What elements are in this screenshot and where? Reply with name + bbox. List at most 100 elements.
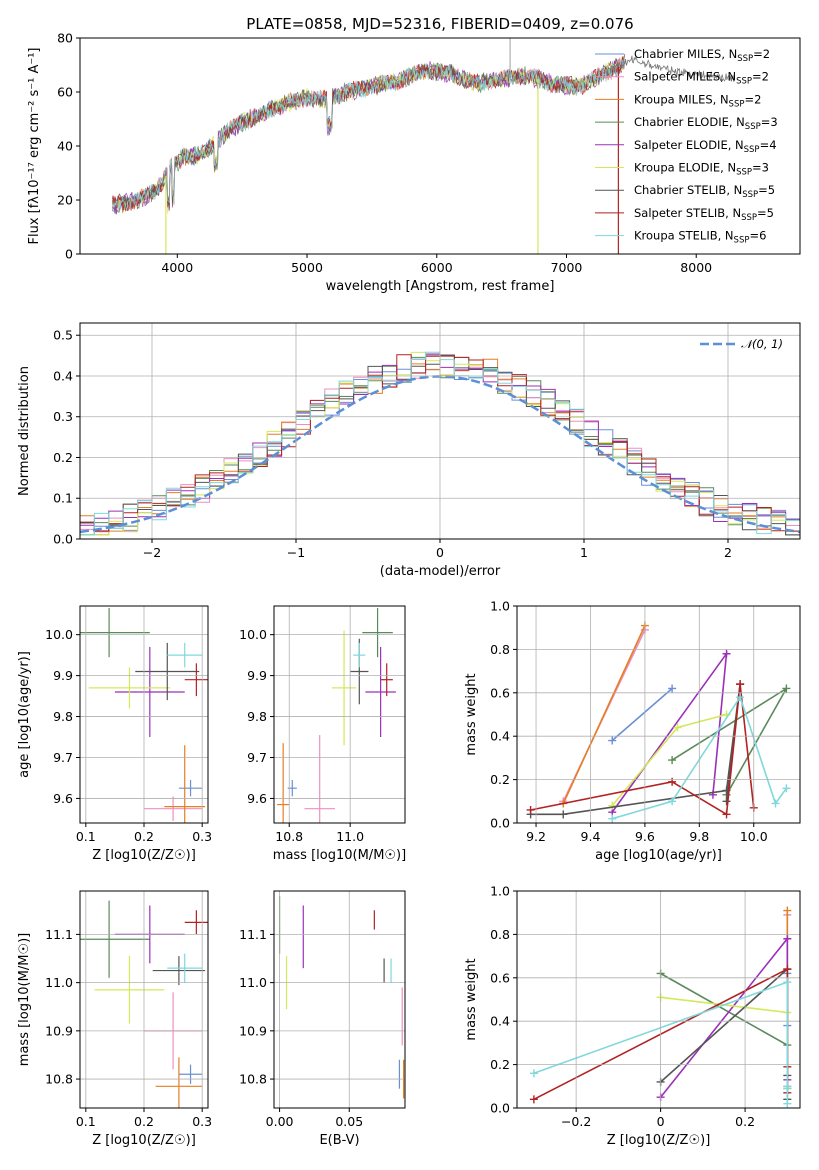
panels: 4000 5000 6000 7000 8000020406080wavelength … [17, 31, 801, 1148]
legend-entry: 𝒩(0, 1) [741, 337, 783, 351]
weight-line [562, 625, 646, 804]
legend-subscript: SSP [744, 145, 760, 155]
legend-value: =3 [761, 115, 778, 129]
weight-marker [668, 684, 677, 693]
errorbar-point [362, 608, 393, 658]
legend-subscript: SSP [736, 77, 752, 87]
x-tick-label: 0 [436, 545, 444, 560]
weight-marker [668, 756, 677, 765]
y-tick-label: 0.1 [53, 491, 73, 506]
y-tick-label: 10.9 [45, 1023, 73, 1038]
y-axis-label: mass weight [464, 958, 479, 1040]
errorbar-point [304, 734, 335, 823]
errorbar-point [277, 743, 290, 823]
legend-text: Kroupa MILES, N [634, 92, 729, 106]
errorbar-point [178, 1064, 203, 1084]
errorbar-point [178, 780, 203, 797]
legend-subscript: SSP [736, 168, 752, 178]
errorbar-point [184, 663, 208, 697]
axes-frame [79, 37, 801, 255]
y-tick-label: 40 [57, 139, 73, 154]
errorbar-point [152, 956, 206, 986]
legend-text: Chabrier STELIB, N [634, 183, 742, 197]
weight-line [530, 684, 755, 816]
y-tick-label: 0.0 [53, 532, 73, 547]
weight-marker [736, 680, 745, 689]
weight-marker [608, 814, 617, 823]
weight-line [659, 936, 789, 1098]
panel-age-vs-Z: 0.1 0.2 0.3 9.6 9.7 9.8 9.9 10.0 Z [log10(Z/Z☉)]… [17, 605, 212, 863]
errorbar-point [114, 646, 185, 738]
legend-entry: Kroupa ELODIE, NSSP=3 [634, 161, 769, 178]
panel-weight-vs-age: 9.2 9.4 9.6 9.8 10.0 0.0 0.2 0.4 0.6 0.8 1.0 age [l… [464, 599, 801, 863]
legend-value: =2 [744, 92, 761, 106]
panel-mass-vs-EBV: 0.00 0.05 10.8 10.9 11.0 11.1 E(B-V) [239, 890, 406, 1148]
y-tick-label: 0.4 [490, 729, 510, 744]
x-tick-label: 0.3 [192, 1114, 212, 1129]
plot-area-age-vs-mass [277, 608, 396, 823]
x-tick-label: 4000 [161, 260, 193, 275]
legend-text: Kroupa ELODIE, N [634, 161, 736, 175]
x-tick-label: 0.00 [266, 1114, 294, 1129]
legend-text: Chabrier ELODIE, N [634, 115, 745, 129]
legend-subscript: SSP [742, 190, 758, 200]
plot-area-weight-vs-age [526, 621, 791, 823]
errorbar-point [94, 956, 165, 1024]
y-tick-label: 0.8 [490, 642, 510, 657]
y-tick-label: 9.8 [247, 709, 267, 724]
legend-value: =4 [760, 138, 777, 152]
y-tick-label: 60 [57, 85, 73, 100]
panel-age-vs-mass: 10.8 11.0 9.6 9.7 9.8 9.9 10.0 mass [log10(M/M☉… [239, 605, 406, 863]
legend-entry: Salpeter MILES, NSSP=2 [634, 70, 769, 87]
legend-subscript: SSP [737, 54, 753, 64]
legend-text: Chabrier MILES, N [634, 47, 737, 61]
weight-marker [782, 784, 791, 793]
errorbar-point [144, 796, 203, 821]
legend-subscript: SSP [734, 236, 750, 246]
weight-marker [783, 1099, 792, 1108]
panel-weight-vs-Z: −0.2 0 0.2 0.0 0.2 0.4 0.6 0.8 1.0 Z [log10(Z/Z☉)… [464, 884, 801, 1148]
figure-title: PLATE=0858, MJD=52316, FIBERID=0409, z=0… [246, 15, 633, 33]
weight-marker [668, 777, 677, 786]
weight-marker [771, 799, 780, 808]
y-tick-label: 10.0 [239, 627, 267, 642]
x-axis-label: age [log10(age/yr)] [595, 848, 722, 863]
y-tick-label: 9.7 [53, 750, 73, 765]
y-tick-label: 11.1 [239, 927, 267, 942]
y-tick-label: 9.7 [247, 750, 267, 765]
x-tick-label: 9.8 [689, 829, 709, 844]
legend-text: Salpeter STELIB, N [634, 206, 741, 220]
y-tick-label: 10.8 [239, 1072, 267, 1087]
x-tick-label: 9.2 [526, 829, 546, 844]
y-tick-label: 9.9 [53, 668, 73, 683]
axes-frame [79, 322, 801, 540]
x-axis-label: wavelength [Angstrom, rest frame] [326, 279, 555, 294]
weight-line [611, 650, 728, 813]
weight-marker [526, 805, 535, 814]
axes-frame [79, 890, 209, 1109]
legend-value: =3 [752, 161, 769, 175]
weight-marker [529, 1095, 538, 1104]
x-tick-label: 0 [657, 1114, 665, 1129]
axes-frame [273, 890, 406, 1109]
plot-area-mass-vs-Z [80, 900, 208, 1108]
x-tick-label: 10.0 [740, 829, 768, 844]
y-tick-label: 20 [57, 193, 73, 208]
spectrum-data-line [605, 55, 735, 82]
errorbar-point [164, 745, 206, 823]
errorbar-point [380, 663, 393, 697]
y-tick-label: 0.0 [490, 1101, 510, 1116]
weight-marker [722, 810, 731, 819]
x-tick-label: −0.2 [561, 1114, 591, 1129]
legend-text: Kroupa STELIB, N [634, 229, 734, 243]
y-tick-label: 0.6 [490, 685, 510, 700]
x-axis-label: Z [log10(Z/Z☉)] [607, 1133, 711, 1148]
errorbar-point [135, 642, 200, 701]
axes-frame [79, 605, 209, 824]
y-tick-label: 1.0 [490, 599, 510, 614]
y-axis-label: age [log10(age/yr)] [17, 651, 32, 778]
panel-mass-vs-Z: 0.1 0.2 0.3 10.8 10.9 11.0 11.1 Z [log10(Z/Z☉)]… [17, 890, 212, 1148]
x-axis-label: (data-model)/error [380, 564, 501, 579]
y-tick-label: 0.6 [490, 970, 510, 985]
